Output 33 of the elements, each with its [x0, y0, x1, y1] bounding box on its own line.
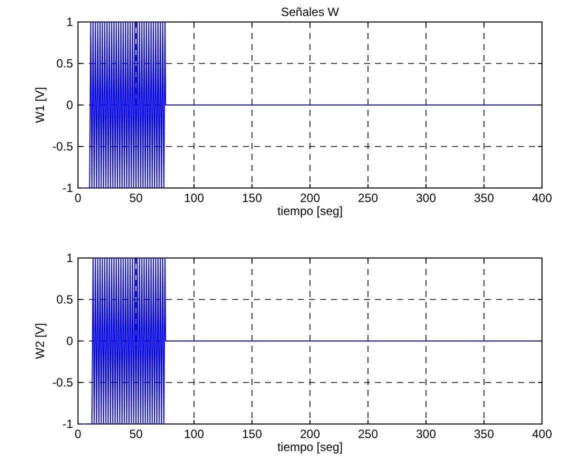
x-tick-label: 200: [300, 427, 320, 441]
y-tick-label: 0: [66, 98, 74, 112]
x-axis-title: tiempo [seg]: [277, 204, 343, 218]
x-axis-title: tiempo [seg]: [277, 440, 343, 454]
y-tick-label: -1: [62, 417, 74, 431]
y-tick-label: 1: [66, 251, 74, 265]
x-tick-label: 300: [416, 427, 436, 441]
y-tick-label: 0.5: [56, 56, 74, 70]
x-tick-label: 400: [532, 427, 552, 441]
x-tick-label: 0: [74, 191, 82, 205]
chart-title: Señales W: [280, 5, 340, 19]
y-tick-label: -1: [62, 181, 74, 195]
y-axis-title: W1 [V]: [33, 86, 47, 124]
x-tick-label: 250: [358, 191, 378, 205]
x-tick-label: 150: [242, 427, 262, 441]
x-tick-label: 200: [300, 191, 320, 205]
x-tick-label: 50: [129, 427, 143, 441]
x-tick-label: 100: [184, 191, 204, 205]
x-tick-label: 350: [474, 191, 494, 205]
y-tick-label: 0: [66, 334, 74, 348]
y-tick-label: 1: [66, 15, 74, 29]
x-tick-label: 100: [184, 427, 204, 441]
x-tick-label: 150: [242, 191, 262, 205]
x-tick-label: 0: [74, 427, 82, 441]
y-tick-label: -0.5: [52, 140, 74, 154]
y-tick-label: -0.5: [52, 376, 74, 390]
x-tick-label: 300: [416, 191, 436, 205]
x-tick-label: 350: [474, 427, 494, 441]
x-tick-label: 250: [358, 427, 378, 441]
y-tick-label: 0.5: [56, 292, 74, 306]
x-tick-label: 50: [129, 191, 143, 205]
y-axis-title: W2 [V]: [33, 322, 47, 360]
x-tick-label: 400: [532, 191, 552, 205]
